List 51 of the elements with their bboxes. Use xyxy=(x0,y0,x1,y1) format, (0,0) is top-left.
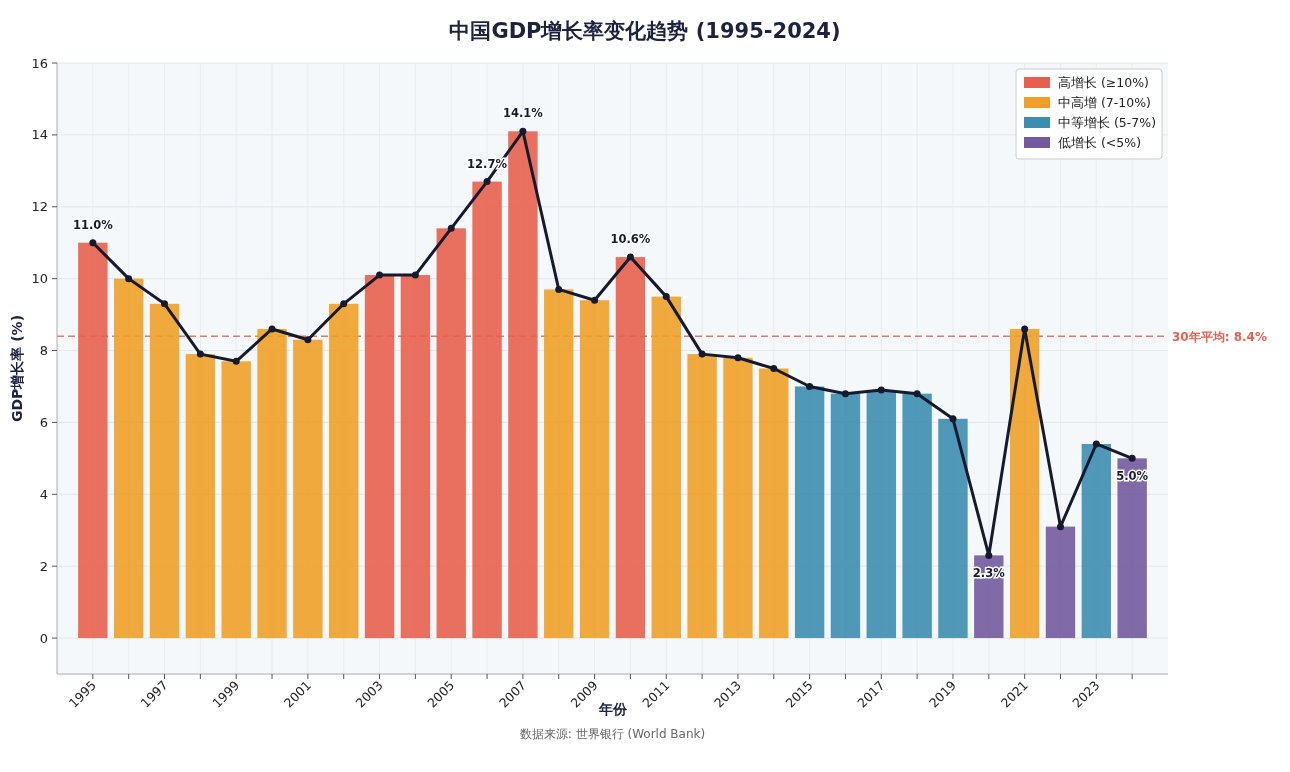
y-tick-label: 8 xyxy=(39,343,48,359)
legend-label: 低增长 (<5%) xyxy=(1058,135,1142,150)
y-tick-label: 10 xyxy=(31,271,48,287)
source-note: 数据来源: 世界银行 (World Bank) xyxy=(519,727,706,741)
point xyxy=(698,350,706,358)
point xyxy=(1128,454,1136,462)
point xyxy=(411,271,419,279)
point xyxy=(483,178,491,186)
point xyxy=(268,325,276,333)
data-label: 10.6% xyxy=(610,232,651,247)
point xyxy=(626,253,634,261)
point xyxy=(304,336,312,344)
legend-label: 中高增 (7-10%) xyxy=(1058,95,1151,110)
y-axis-title: GDP增长率 (%) xyxy=(9,314,25,423)
point xyxy=(949,415,957,423)
y-tick-label: 4 xyxy=(39,486,48,502)
point xyxy=(447,224,455,232)
ref-line-label: 30年平均: 8.4% xyxy=(1172,330,1267,345)
y-tick-label: 6 xyxy=(39,414,48,430)
point xyxy=(591,296,599,304)
y-tick-label: 16 xyxy=(31,55,48,71)
legend-label: 中等增长 (5-7%) xyxy=(1058,115,1157,130)
point xyxy=(555,285,563,293)
point xyxy=(877,386,885,394)
point xyxy=(89,239,97,247)
point xyxy=(913,390,921,398)
point xyxy=(376,271,384,279)
point xyxy=(1021,325,1029,333)
point xyxy=(770,365,778,372)
point xyxy=(519,127,527,135)
point xyxy=(161,300,169,308)
data-label: 11.0% xyxy=(72,217,114,232)
point xyxy=(662,293,670,301)
data-label: 14.1% xyxy=(502,106,544,121)
point xyxy=(1056,523,1064,531)
point xyxy=(985,551,993,559)
y-tick-label: 2 xyxy=(39,558,48,574)
x-axis-title: 年份 xyxy=(597,701,628,717)
point xyxy=(806,382,814,390)
chart-title: 中国GDP增长率变化趋势 (1995-2024) xyxy=(449,19,841,43)
y-tick-label: 0 xyxy=(39,630,48,646)
point xyxy=(734,354,742,362)
point xyxy=(340,300,348,308)
point xyxy=(232,357,240,365)
point xyxy=(196,350,204,358)
point xyxy=(841,390,849,398)
point xyxy=(125,275,133,283)
legend-label: 高增长 (≥10%) xyxy=(1058,75,1149,90)
y-tick-label: 14 xyxy=(31,127,48,143)
y-tick-label: 12 xyxy=(31,199,48,215)
point xyxy=(1092,440,1100,448)
